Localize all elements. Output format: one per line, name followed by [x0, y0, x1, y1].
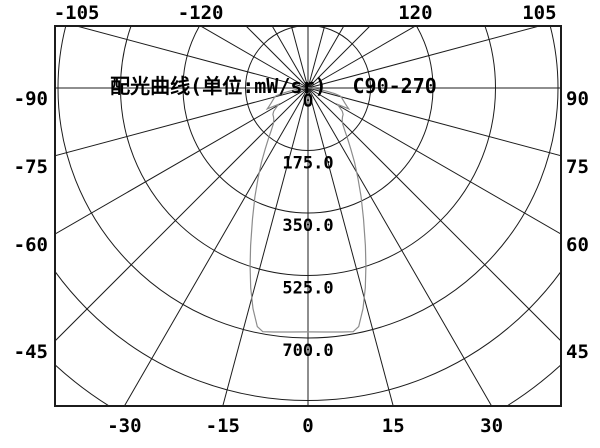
radial-gridline	[222, 87, 309, 406]
chart-title-text: 配光曲线(单位:mW/sr)	[110, 74, 327, 98]
angle-label-left--60: -60	[14, 234, 48, 256]
intensity-ring	[57, 26, 559, 339]
angle-label-top--105: -105	[54, 2, 100, 24]
radial-gridline	[55, 87, 309, 342]
angle-label-right-45: 45	[566, 341, 589, 363]
intensity-ring	[55, 270, 561, 401]
angle-label-left--45: -45	[14, 341, 48, 363]
angle-label-right-75: 75	[566, 156, 589, 178]
ring-value-label-175.0: 175.0	[282, 154, 333, 174]
radial-gridline	[307, 87, 561, 342]
radial-gridline	[307, 87, 493, 406]
ring-value-label-700.0: 700.0	[282, 341, 333, 361]
radial-gridline	[307, 87, 394, 406]
plot-border	[54, 25, 562, 407]
ring-value-label-350.0: 350.0	[282, 216, 333, 236]
angle-label-right-60: 60	[566, 234, 589, 256]
ring-value-label-525.0: 525.0	[282, 279, 333, 299]
angle-label-left--75: -75	[14, 156, 48, 178]
radial-gridline	[55, 87, 309, 157]
angle-label-right-90: 90	[566, 88, 589, 110]
center-value-label: 0	[303, 91, 314, 112]
distribution-curve	[249, 87, 367, 333]
radial-gridline	[307, 87, 561, 235]
plane-label: C90-270	[352, 74, 437, 98]
angle-label-bottom-0: 0	[302, 415, 313, 437]
chart-title: 配光曲线(单位:mW/sr) C90-270	[62, 46, 437, 123]
angle-label-bottom-15: 15	[382, 415, 405, 437]
radial-gridline	[307, 26, 542, 89]
angle-label-bottom--30: -30	[107, 415, 141, 437]
intensity-ring	[182, 26, 434, 214]
angle-label-left--90: -90	[14, 88, 48, 110]
angle-label-bottom-30: 30	[480, 415, 503, 437]
intensity-ring	[245, 26, 371, 151]
radial-gridline	[307, 87, 561, 157]
angle-label-top-105: 105	[522, 2, 556, 24]
radial-gridline	[123, 87, 309, 406]
radial-gridline	[74, 26, 309, 89]
angle-label-top--120: -120	[178, 2, 224, 24]
intensity-ring	[120, 26, 496, 276]
radial-gridline	[55, 87, 309, 235]
angle-label-top-120: 120	[398, 2, 432, 24]
angle-label-bottom--15: -15	[206, 415, 240, 437]
